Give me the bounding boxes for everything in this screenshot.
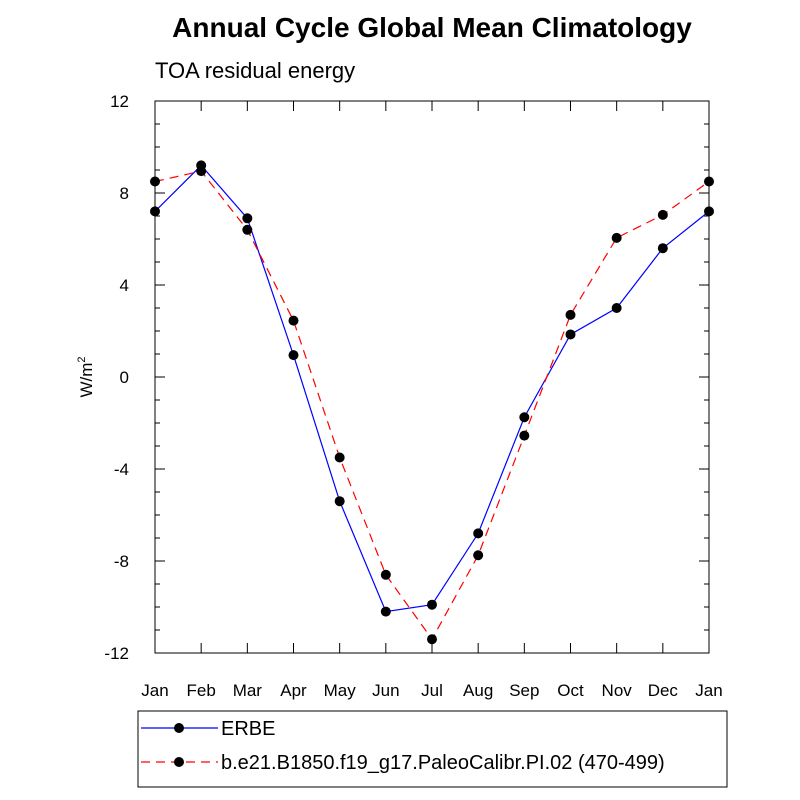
x-tick-label: Sep: [509, 681, 539, 700]
data-point: [704, 206, 714, 217]
data-point: [380, 606, 391, 617]
data-point: [704, 176, 714, 187]
data-point: [611, 303, 622, 313]
legend-marker: [174, 757, 184, 767]
data-point: [611, 232, 622, 243]
chart-title: Annual Cycle Global Mean Climatology: [172, 12, 692, 43]
data-point: [334, 496, 345, 507]
chart-subtitle: TOA residual energy: [155, 58, 355, 83]
data-point: [427, 599, 437, 610]
svg-text:W/m2: W/m2: [76, 356, 96, 397]
data-point: [150, 176, 160, 187]
x-tick-label: Nov: [602, 681, 633, 700]
series-layer: [150, 160, 714, 645]
plot-frame: [154, 100, 710, 654]
y-tick-label: 4: [120, 276, 129, 295]
y-tick-label: -8: [114, 552, 129, 571]
legend-marker: [174, 723, 184, 733]
data-point: [380, 569, 391, 580]
data-point: [150, 206, 160, 217]
x-tick-label: Apr: [280, 681, 307, 700]
y-tick-label: -4: [114, 460, 129, 479]
series-line: [154, 164, 710, 613]
legend-item-2: b.e21.B1850.f19_g17.PaleoCalibr.PI.02 (4…: [141, 752, 665, 774]
x-tick-label: Jul: [421, 681, 443, 700]
data-point: [242, 224, 253, 235]
series-line: [154, 170, 710, 641]
y-tick-label: 8: [120, 184, 129, 203]
data-point: [288, 315, 299, 326]
data-point: [334, 452, 345, 463]
y-axis-label: W/m2: [76, 356, 96, 397]
axis-ticks: [154, 100, 710, 654]
x-tick-label: Feb: [187, 681, 216, 700]
x-tick-label: Aug: [463, 681, 493, 700]
plot-border: [154, 100, 710, 654]
x-tick-label: Mar: [233, 681, 263, 700]
data-point: [427, 634, 437, 645]
data-point: [196, 166, 207, 177]
y-tick-labels: 12 8 4 0 -4 -8 -12: [104, 92, 129, 663]
x-tick-labels: Jan Feb Mar Apr May Jun Jul Aug Sep Oct Nov Dec Jan: [141, 681, 722, 700]
data-point: [657, 243, 668, 254]
x-tick-label: Dec: [648, 681, 679, 700]
y-axis-label-base: W/m: [77, 363, 96, 398]
data-point: [657, 209, 668, 220]
data-point: [565, 309, 576, 320]
legend-box: [137, 710, 728, 788]
legend-label: b.e21.B1850.f19_g17.PaleoCalibr.PI.02 (4…: [221, 752, 665, 774]
x-tick-label: Oct: [557, 681, 584, 700]
y-axis-label-sup: 2: [76, 356, 88, 362]
series-1: [150, 160, 714, 617]
x-tick-label: Jan: [695, 681, 722, 700]
x-tick-label: Jun: [372, 681, 399, 700]
y-tick-label: -12: [104, 644, 129, 663]
legend-label: ERBE: [221, 718, 275, 740]
legend-item-1: ERBE: [141, 718, 275, 740]
y-tick-label: 12: [110, 92, 129, 111]
data-point: [242, 213, 253, 224]
x-tick-label: Jan: [141, 681, 168, 700]
data-point: [288, 350, 299, 361]
data-point: [565, 329, 576, 340]
legend: ERBE b.e21.B1850.f19_g17.PaleoCalibr.PI.0…: [137, 710, 728, 788]
series-2: [150, 166, 714, 645]
data-point: [519, 412, 530, 423]
data-point: [519, 430, 530, 441]
data-point: [473, 528, 484, 539]
data-point: [473, 550, 484, 561]
x-tick-label: May: [324, 681, 357, 700]
y-tick-label: 0: [120, 368, 129, 387]
